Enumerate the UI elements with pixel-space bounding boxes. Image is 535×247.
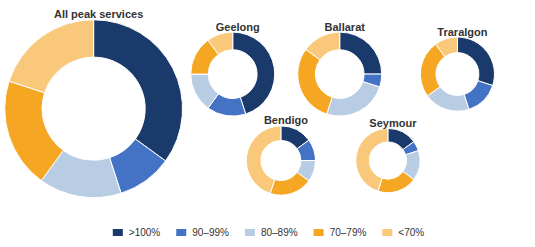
svg-text:Traralgon: Traralgon [437, 26, 487, 38]
svg-text:Ballarat: Ballarat [325, 21, 366, 33]
svg-text:>100%: >100% [129, 227, 161, 238]
svg-text:80–89%: 80–89% [261, 227, 298, 238]
svg-text:Seymour: Seymour [369, 117, 417, 129]
svg-text:All peak services: All peak services [54, 8, 143, 20]
svg-text:70–79%: 70–79% [330, 227, 367, 238]
svg-text:<70%: <70% [398, 227, 424, 238]
svg-text:90–99%: 90–99% [192, 227, 229, 238]
svg-text:Geelong: Geelong [216, 21, 260, 33]
svg-text:Bendigo: Bendigo [264, 114, 308, 126]
